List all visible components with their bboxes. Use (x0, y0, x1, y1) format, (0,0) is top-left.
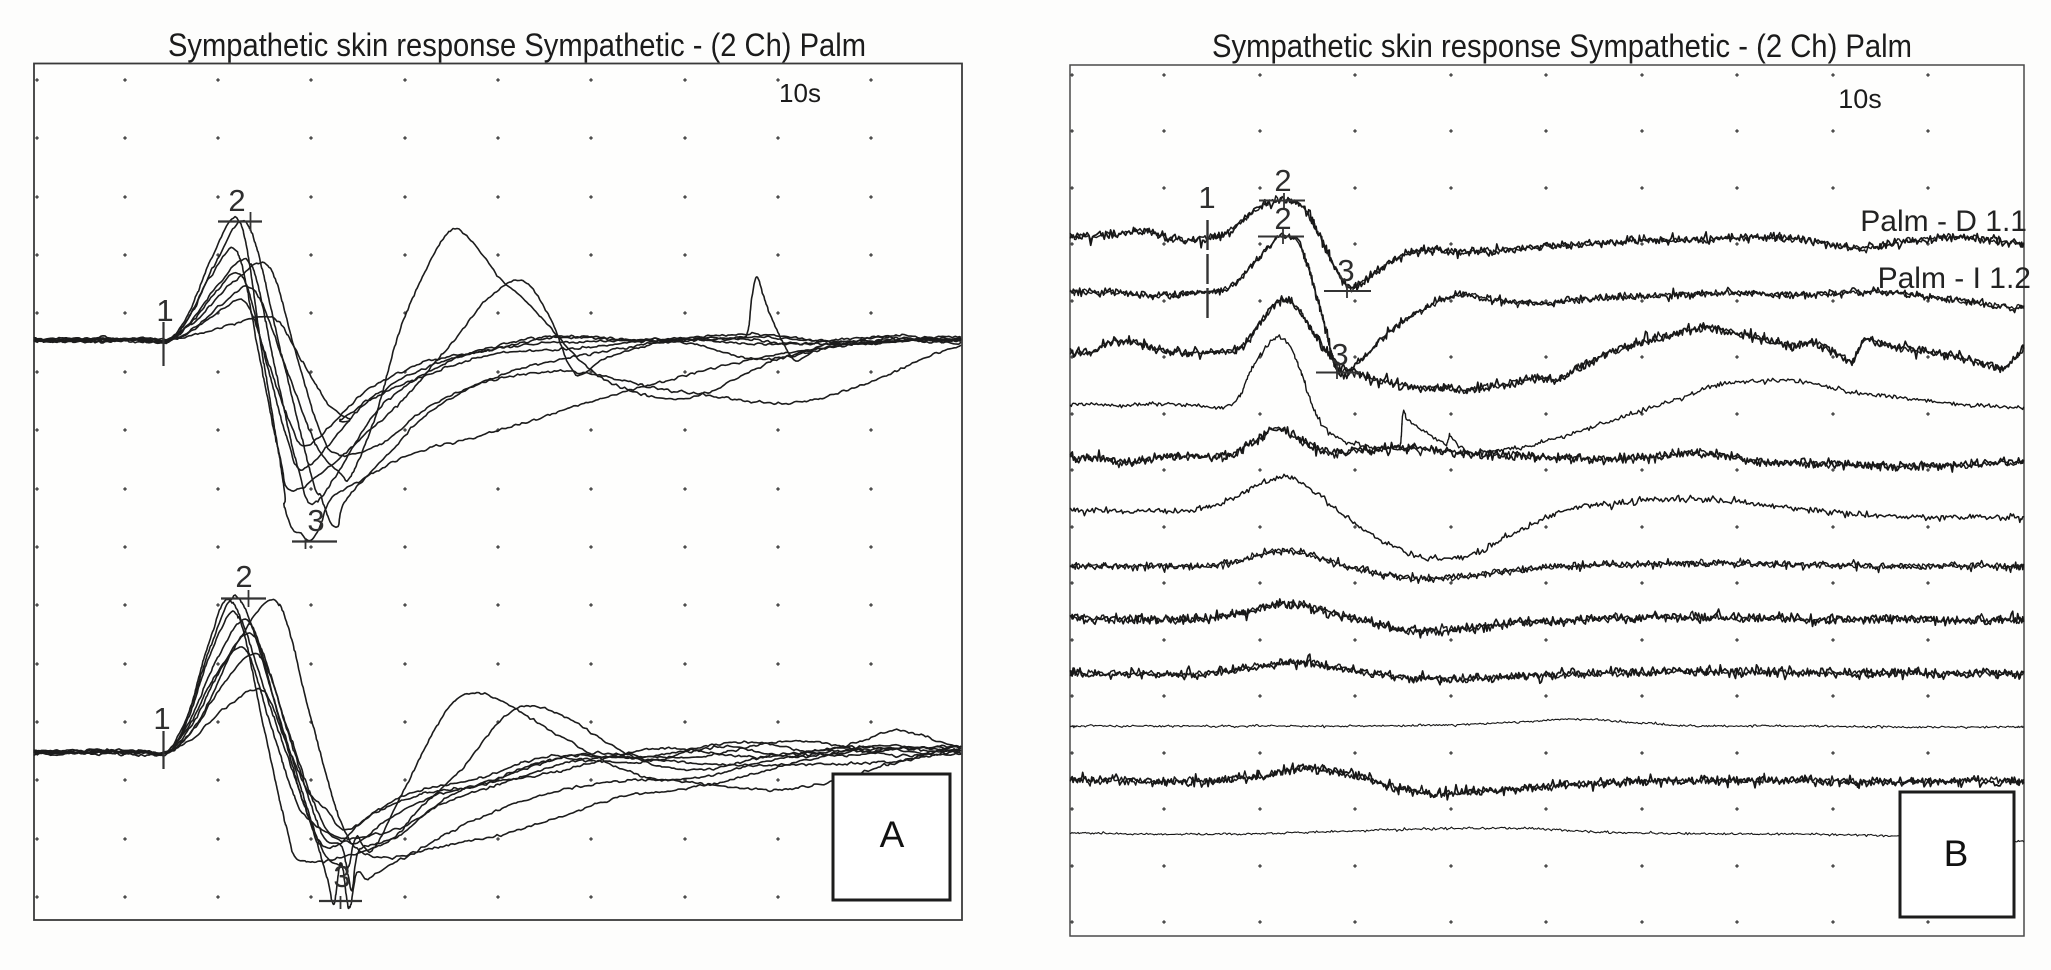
svg-text:3: 3 (1337, 253, 1354, 288)
svg-text:Palm - D 1.1: Palm - D 1.1 (1860, 205, 2027, 238)
svg-text:10s: 10s (1838, 84, 1882, 114)
svg-text:1: 1 (153, 701, 170, 736)
svg-text:Sympathetic skin response Symp: Sympathetic skin response Sympathetic - … (1212, 28, 1912, 64)
svg-text:A: A (880, 814, 905, 855)
svg-text:1: 1 (156, 293, 173, 328)
svg-text:3: 3 (333, 859, 350, 894)
svg-text:10s: 10s (779, 78, 821, 108)
svg-text:2: 2 (1274, 163, 1291, 198)
svg-text:3: 3 (307, 503, 324, 538)
svg-text:Palm - I 1.2: Palm - I 1.2 (1878, 262, 2031, 295)
svg-text:3: 3 (1331, 337, 1348, 372)
svg-text:Sympathetic skin response Symp: Sympathetic skin response Sympathetic - … (168, 27, 866, 63)
svg-text:2: 2 (1274, 201, 1291, 236)
svg-text:2: 2 (235, 559, 252, 594)
svg-text:2: 2 (228, 183, 245, 218)
svg-text:1: 1 (1198, 180, 1215, 215)
svg-text:B: B (1944, 833, 1969, 874)
